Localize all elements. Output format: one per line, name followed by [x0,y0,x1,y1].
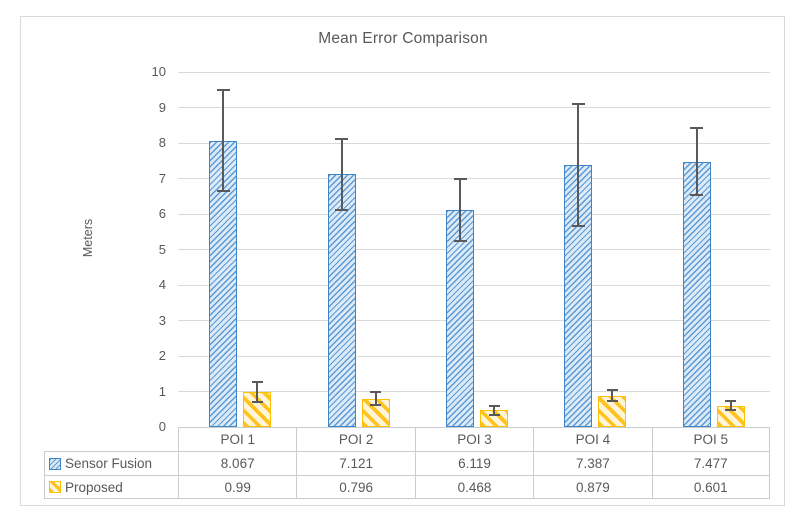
error-bar-cap [571,102,585,105]
table-value-cell: 7.121 [296,451,415,475]
error-bar-cap [690,194,704,197]
table-value-cell: 7.477 [651,451,770,475]
gridline [178,284,770,286]
error-bar-cap [488,413,500,416]
error-bar-cap [453,177,467,180]
error-bar-cap [453,239,467,242]
y-tick-label: 10 [151,64,166,79]
error-bar-line [577,103,580,226]
error-bar-cap [725,408,737,411]
table-value-cell: 0.99 [178,475,297,499]
error-bar-line [222,89,225,192]
gridline [178,320,770,321]
error-bar-cap [725,400,737,403]
error-bar-line [729,401,732,410]
legend-label: Proposed [65,479,123,495]
y-tick-label: 0 [158,419,166,434]
error-bar-cap [251,400,263,403]
y-tick-label: 9 [158,99,166,115]
error-bar-cap [335,208,349,211]
table-header-cell: POI 2 [296,427,415,451]
y-tick-label: 7 [158,170,166,186]
error-bar-line [611,390,614,402]
legend-cell: Proposed [44,475,178,499]
gridline [178,142,770,144]
error-bar-line [493,406,495,415]
y-tick-label: 6 [158,206,166,221]
error-bar-cap [606,389,618,392]
table-header-cell: POI 3 [414,427,534,451]
error-bar-cap [251,380,263,383]
table-header-cell: POI 1 [178,427,297,451]
gridline [178,391,770,392]
y-tick-label: 4 [158,277,166,292]
sensor-fusion-bar-poi-2 [327,174,356,427]
y-axis-title: Meters [81,218,95,258]
table-value-cell: 7.387 [533,451,652,475]
table-value-cell: 0.601 [651,475,770,499]
table-value-cell: 0.468 [414,475,534,499]
error-bar-line [340,138,343,210]
error-bar-cap [571,224,585,227]
gridline [178,71,770,73]
legend-cell: Sensor Fusion [44,451,178,475]
error-bar-cap [690,126,704,129]
error-bar-cap [370,391,382,394]
error-bar-line [459,178,461,241]
y-tick-label: 8 [158,135,166,150]
table-value-cell: 0.796 [296,475,415,499]
sensor-fusion-bar-poi-3 [446,209,474,427]
chart-title: Mean Error Comparison [318,30,488,47]
error-bar-line [695,127,698,196]
error-bar-cap [370,404,382,407]
y-tick-label: 1 [158,383,166,399]
y-tick-label: 2 [158,348,166,363]
error-bar-cap [216,190,230,193]
error-bar-line [374,392,377,406]
error-bar-line [256,381,259,402]
error-bar-cap [335,137,349,140]
y-tick-label: 5 [158,241,166,257]
table-header-cell: POI 5 [651,427,770,451]
table-header-cell: POI 4 [533,427,652,451]
error-bar-cap [488,405,500,408]
error-bar-cap [216,88,230,91]
gridline [178,249,770,250]
gridline [178,213,770,215]
gridline [178,107,770,108]
y-tick-label: 3 [158,312,166,328]
proposed-legend-swatch-icon [49,481,61,493]
gridline [178,178,770,179]
table-value-cell: 6.119 [414,451,534,475]
sensor-fusion-legend-swatch-icon [49,457,61,470]
legend-label: Sensor Fusion [65,456,153,471]
table-value-cell: 8.067 [178,451,297,475]
sensor-fusion-bar-poi-5 [682,161,711,427]
gridline [178,355,770,357]
table-value-cell: 0.879 [533,475,652,499]
chart-frame [20,16,785,506]
sensor-fusion-bar-poi-1 [209,140,238,427]
error-bar-cap [606,400,618,403]
